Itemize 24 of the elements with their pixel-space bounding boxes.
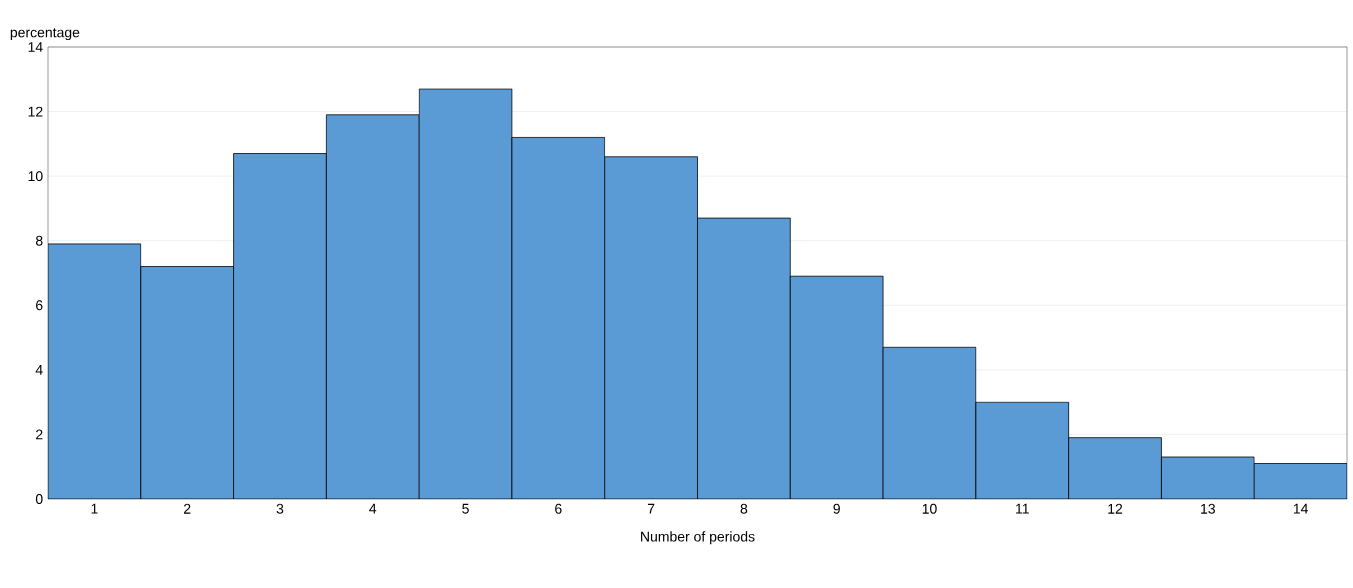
y-tick-label: 12 xyxy=(28,106,43,117)
x-tick-label: 13 xyxy=(1201,503,1215,514)
y-tick-label: 6 xyxy=(36,300,43,311)
y-tick-label: 14 xyxy=(28,42,43,52)
y-tick-label: 10 xyxy=(28,171,43,182)
x-tick-label: 9 xyxy=(833,503,840,514)
y-tick-label: 0 xyxy=(35,494,43,504)
x-tick-label: 8 xyxy=(740,503,748,514)
x-tick-label: 14 xyxy=(1293,503,1308,514)
x-tick-label: 12 xyxy=(1108,503,1123,514)
x-tick-label: 1 xyxy=(91,503,98,514)
x-tick-label: 5 xyxy=(462,503,469,514)
x-tick-label: 11 xyxy=(1016,503,1029,514)
y-tick-label: 4 xyxy=(35,365,43,375)
x-tick-label: 2 xyxy=(184,503,191,514)
x-tick-label: 7 xyxy=(647,503,655,514)
y-axis-title: percentage xyxy=(10,28,80,41)
x-tick-label: 4 xyxy=(369,503,377,514)
y-tick-label: 2 xyxy=(36,429,43,440)
x-tick-label: 3 xyxy=(276,503,284,514)
x-axis-title: Number of periods xyxy=(641,531,755,545)
x-tick-label: 6 xyxy=(555,503,562,514)
x-tick-label: 10 xyxy=(922,503,937,514)
y-tick-label: 8 xyxy=(35,235,43,246)
